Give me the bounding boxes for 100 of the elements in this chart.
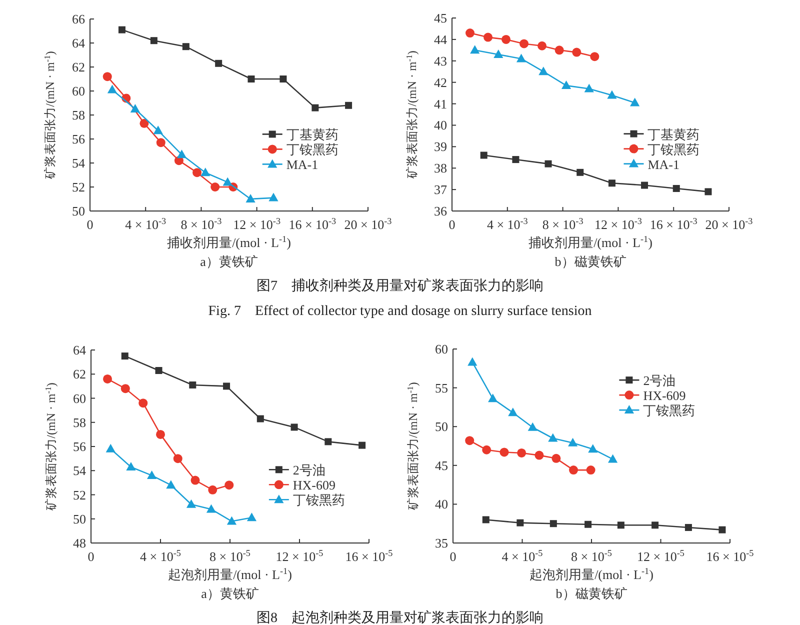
x-tick-label: 20 × 10$^{-3}$ [344,216,392,232]
point [290,424,298,431]
point [482,516,490,524]
x-tick-label: 12 × 10$^{-3}$ [233,216,281,232]
point [246,512,257,522]
point [147,470,157,479]
x-tick-label: 8 × 10$^{-3}$ [180,216,222,232]
y-tick-label: 66 [72,12,86,26]
point [512,156,520,164]
x-tick-label: 4 × 10$^{-5}$ [140,548,182,564]
point [121,352,128,360]
point [224,480,234,490]
point [103,374,112,384]
y-tick-label: 58 [72,108,85,122]
point [544,160,552,168]
x-tick-label: 12 × 10$^{-5}$ [276,548,324,564]
point [153,126,163,134]
point [226,516,237,525]
point [550,520,557,528]
point [584,520,592,528]
point [138,398,148,408]
y-tick-label: 39 [434,139,447,154]
legend-label: 丁基黄药 [286,127,338,142]
legend-label: 丁铵黑药 [643,403,696,418]
y-tick-label: 54 [73,463,86,478]
x-axis-title: 捕收剂用量/(mol · L$^{-1}$) [528,234,652,250]
y-tick-label: 56 [72,132,86,146]
text: a）黄铁矿 [201,586,259,601]
x-tick-label: 20 × 10$^{-3}$ [705,216,754,232]
point [630,98,640,106]
y-tick-label: 64 [72,36,86,50]
point [576,168,584,176]
point [516,54,526,62]
point [568,438,578,446]
point [189,381,196,388]
legend-label: 丁基黄药 [648,126,700,142]
point [704,188,712,196]
point [256,415,264,422]
legend-label: 2号油 [292,462,326,478]
y-tick-label: 56 [73,439,86,454]
y-tick-label: 52 [72,180,85,194]
point [584,84,594,92]
caption: Fig. 7 Effect of collector type and dosage on slurry surface tension [208,304,592,319]
point [208,485,218,494]
text: b）磁黄铁矿 [556,586,628,601]
point [494,49,504,58]
y-tick-label: 45 [434,10,447,26]
point [345,102,352,109]
point [222,177,232,186]
y-tick-label: 38 [434,160,447,176]
text: b）磁黄铁矿 [554,254,626,269]
x-tick-label: 16 × 10$^{-3}$ [650,216,698,232]
y-tick-label: 50 [72,204,85,218]
point [652,522,659,529]
y-tick-label: 60 [73,390,86,406]
x-tick-label: 0 [86,217,94,232]
y-tick-label: 50 [73,511,86,526]
legend-label: 丁铵黑药 [648,142,700,157]
point [608,454,618,463]
point [586,466,596,475]
y-tick-label: 64 [73,342,86,358]
y-tick-label: 36 [434,204,448,218]
x-tick-label: 8 × 10$^{-5}$ [571,548,612,564]
legend-label: MA-1 [648,156,680,172]
legend-label: HX-609 [292,478,336,493]
y-tick-label: 62 [72,60,85,74]
point [488,394,498,402]
point [588,444,598,453]
point [246,194,256,202]
point [484,32,493,42]
caption: 图8 起泡剂种类及用量对矿浆表面张力的影响 [256,610,544,625]
point [280,76,287,82]
y-tick-label: 40 [435,496,448,512]
point [106,444,116,452]
point [538,66,548,76]
point [200,168,210,176]
point [470,45,480,54]
point [176,150,187,158]
point [552,454,561,463]
text: a）黄铁矿 [200,254,258,269]
point [607,90,617,99]
point [155,367,162,374]
point [520,39,529,48]
point [516,519,524,526]
x-axis-title: 捕收剂用量/(mol · L$^{-1}$) [167,234,291,250]
point [140,118,149,128]
y-tick-label: 60 [435,342,448,356]
x-tick-label: 0 [88,549,94,564]
legend-label: 2号油 [643,373,676,388]
point [538,41,547,50]
point [102,72,112,82]
legend-label: 丁铵黑药 [286,142,338,158]
x-axis-title: 起泡剂用量/(mol · L$^{-1}$) [168,566,292,582]
x-tick-label: 0 [448,217,456,232]
point [182,43,190,50]
y-tick-label: 37 [434,182,448,198]
point [482,445,492,454]
point [561,80,572,90]
point [517,448,526,458]
x-tick-label: 4 × 10$^{-3}$ [486,216,528,232]
